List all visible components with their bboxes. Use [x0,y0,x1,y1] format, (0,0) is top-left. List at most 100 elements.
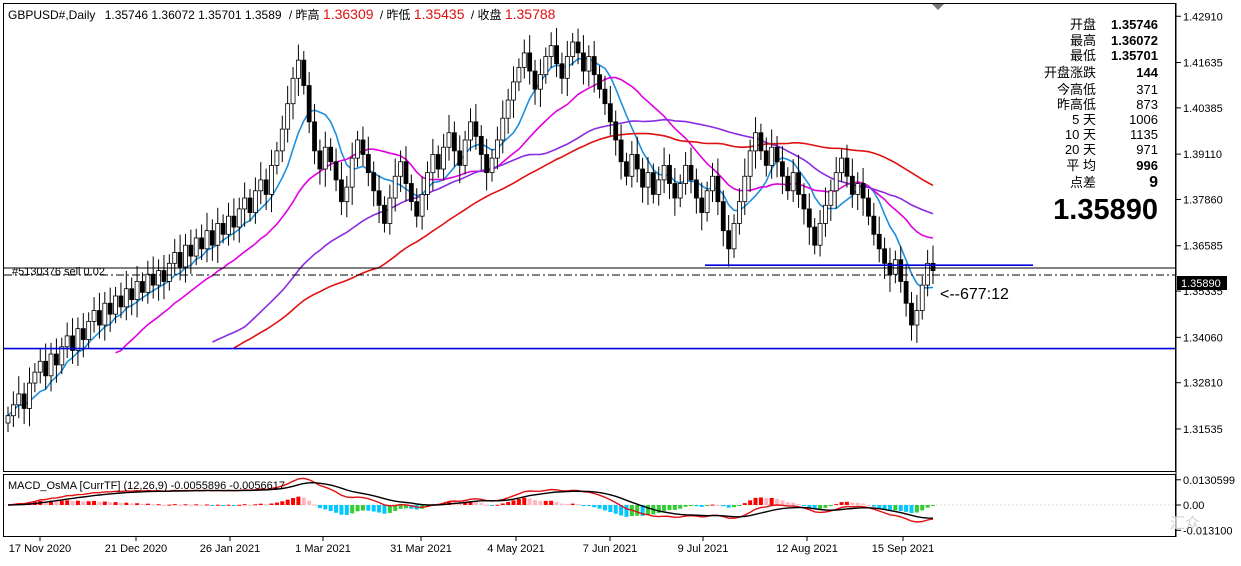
macd-histogram-bar [812,505,817,510]
y-tick-label: 1.36585 [1183,241,1223,253]
info-panel-label: 10 天 [1065,127,1096,142]
macd-histogram-bar [92,500,97,505]
macd-histogram-bar [457,502,462,505]
macd-histogram-bar [269,503,274,505]
candle-body [871,215,877,235]
candle-body [177,252,183,268]
candle-body [156,270,161,286]
candle-body [123,288,129,308]
macd-histogram-bar [914,505,919,513]
candle-body [80,328,86,340]
header-prev-high-value: 1.36309 [323,6,374,22]
macd-histogram-bar [108,502,113,505]
candle-body [269,164,274,195]
macd-histogram-bar [118,502,123,505]
candle-body [403,161,409,184]
macd-histogram-bar [43,501,48,505]
candle-body [107,302,113,315]
candle-body [457,150,463,166]
candle-body [763,150,769,166]
macd-histogram-bar [49,500,54,505]
candle-body [371,172,377,192]
y-tick-label: 1.40385 [1183,103,1223,115]
candle-body [747,150,753,177]
macd-histogram-bar [54,501,59,505]
candle-body [796,172,801,195]
macd-histogram-bar [753,497,758,505]
macd-histogram-bar [248,504,253,506]
macd-histogram-bar [328,505,333,511]
candle-body [693,179,699,199]
candle-body [710,175,715,192]
candle-body [70,335,75,351]
info-panel-label: 开盘 [1070,17,1096,32]
macd-histogram-bar [210,505,215,506]
macd-histogram-bar [339,505,344,515]
macd-histogram-bar [156,504,161,506]
macd-histogram-bar [828,505,833,507]
header-ohlc: 1.35746 1.36072 1.35701 1.3589 [105,8,282,22]
candle-body [688,164,694,181]
macd-histogram-bar [667,505,672,511]
candle-body [48,353,54,377]
macd-histogram-bar [715,504,720,506]
macd-histogram-bar [183,504,188,506]
macd-histogram-bar [635,505,640,516]
macd-histogram-bar [839,502,844,505]
macd-histogram-bar [135,503,140,505]
candle-body [231,215,237,228]
macd-histogram-bar [274,502,279,505]
macd-histogram-bar [818,505,823,510]
x-tick-label: 21 Dec 2020 [105,543,167,555]
macd-histogram-bar [145,503,150,505]
candle-body [624,161,629,177]
candle-body [263,179,269,195]
candle-body [414,201,420,217]
candle-body [683,164,689,184]
candle-body [494,139,500,159]
candle-body [161,270,167,282]
macd-histogram-bar [538,500,543,505]
macd-histogram-bar [382,505,387,514]
candle-body [833,172,839,192]
macd-histogram-bar [226,504,231,506]
candle-body [344,186,350,203]
macd-histogram-bar [877,505,882,509]
macd-histogram-bar [613,505,618,514]
macd-histogram-bar [619,505,624,516]
candle-body [419,194,425,217]
macd-histogram-bar [258,503,263,505]
candle-body [650,172,656,195]
candle-body [430,154,436,174]
macd-histogram-bar [371,505,376,512]
macd-histogram-bar [387,505,392,513]
macd-histogram-bar [597,505,602,509]
candle-body [645,172,651,188]
candle-body [183,244,188,268]
macd-histogram-bar [576,504,581,506]
macd-histogram-bar [565,503,570,505]
candle-body [575,41,581,54]
candle-body [758,132,764,152]
macd-histogram-bar [124,502,129,505]
candle-body [882,248,887,264]
macd-histogram-bar [188,504,193,506]
candle-body [322,146,328,170]
candle-body [382,204,387,224]
candle-body [892,259,898,275]
macd-histogram-bar [285,499,290,505]
macd-histogram-bar [904,505,909,512]
candle-body [204,230,210,250]
macd-histogram-bar [291,497,296,505]
scroll-down-icon[interactable] [932,4,944,10]
macd-histogram-bar [672,505,677,510]
y-tick-label: 1.37860 [1183,194,1223,206]
macd-histogram-bar [592,505,597,508]
sell-order-label: #5130376 sell 0.02 [12,266,105,278]
macd-histogram-bar [312,504,317,506]
macd-histogram-bar [775,498,780,505]
candle-body [43,360,49,377]
candle-body [140,281,145,293]
macd-histogram-bar [253,504,258,506]
